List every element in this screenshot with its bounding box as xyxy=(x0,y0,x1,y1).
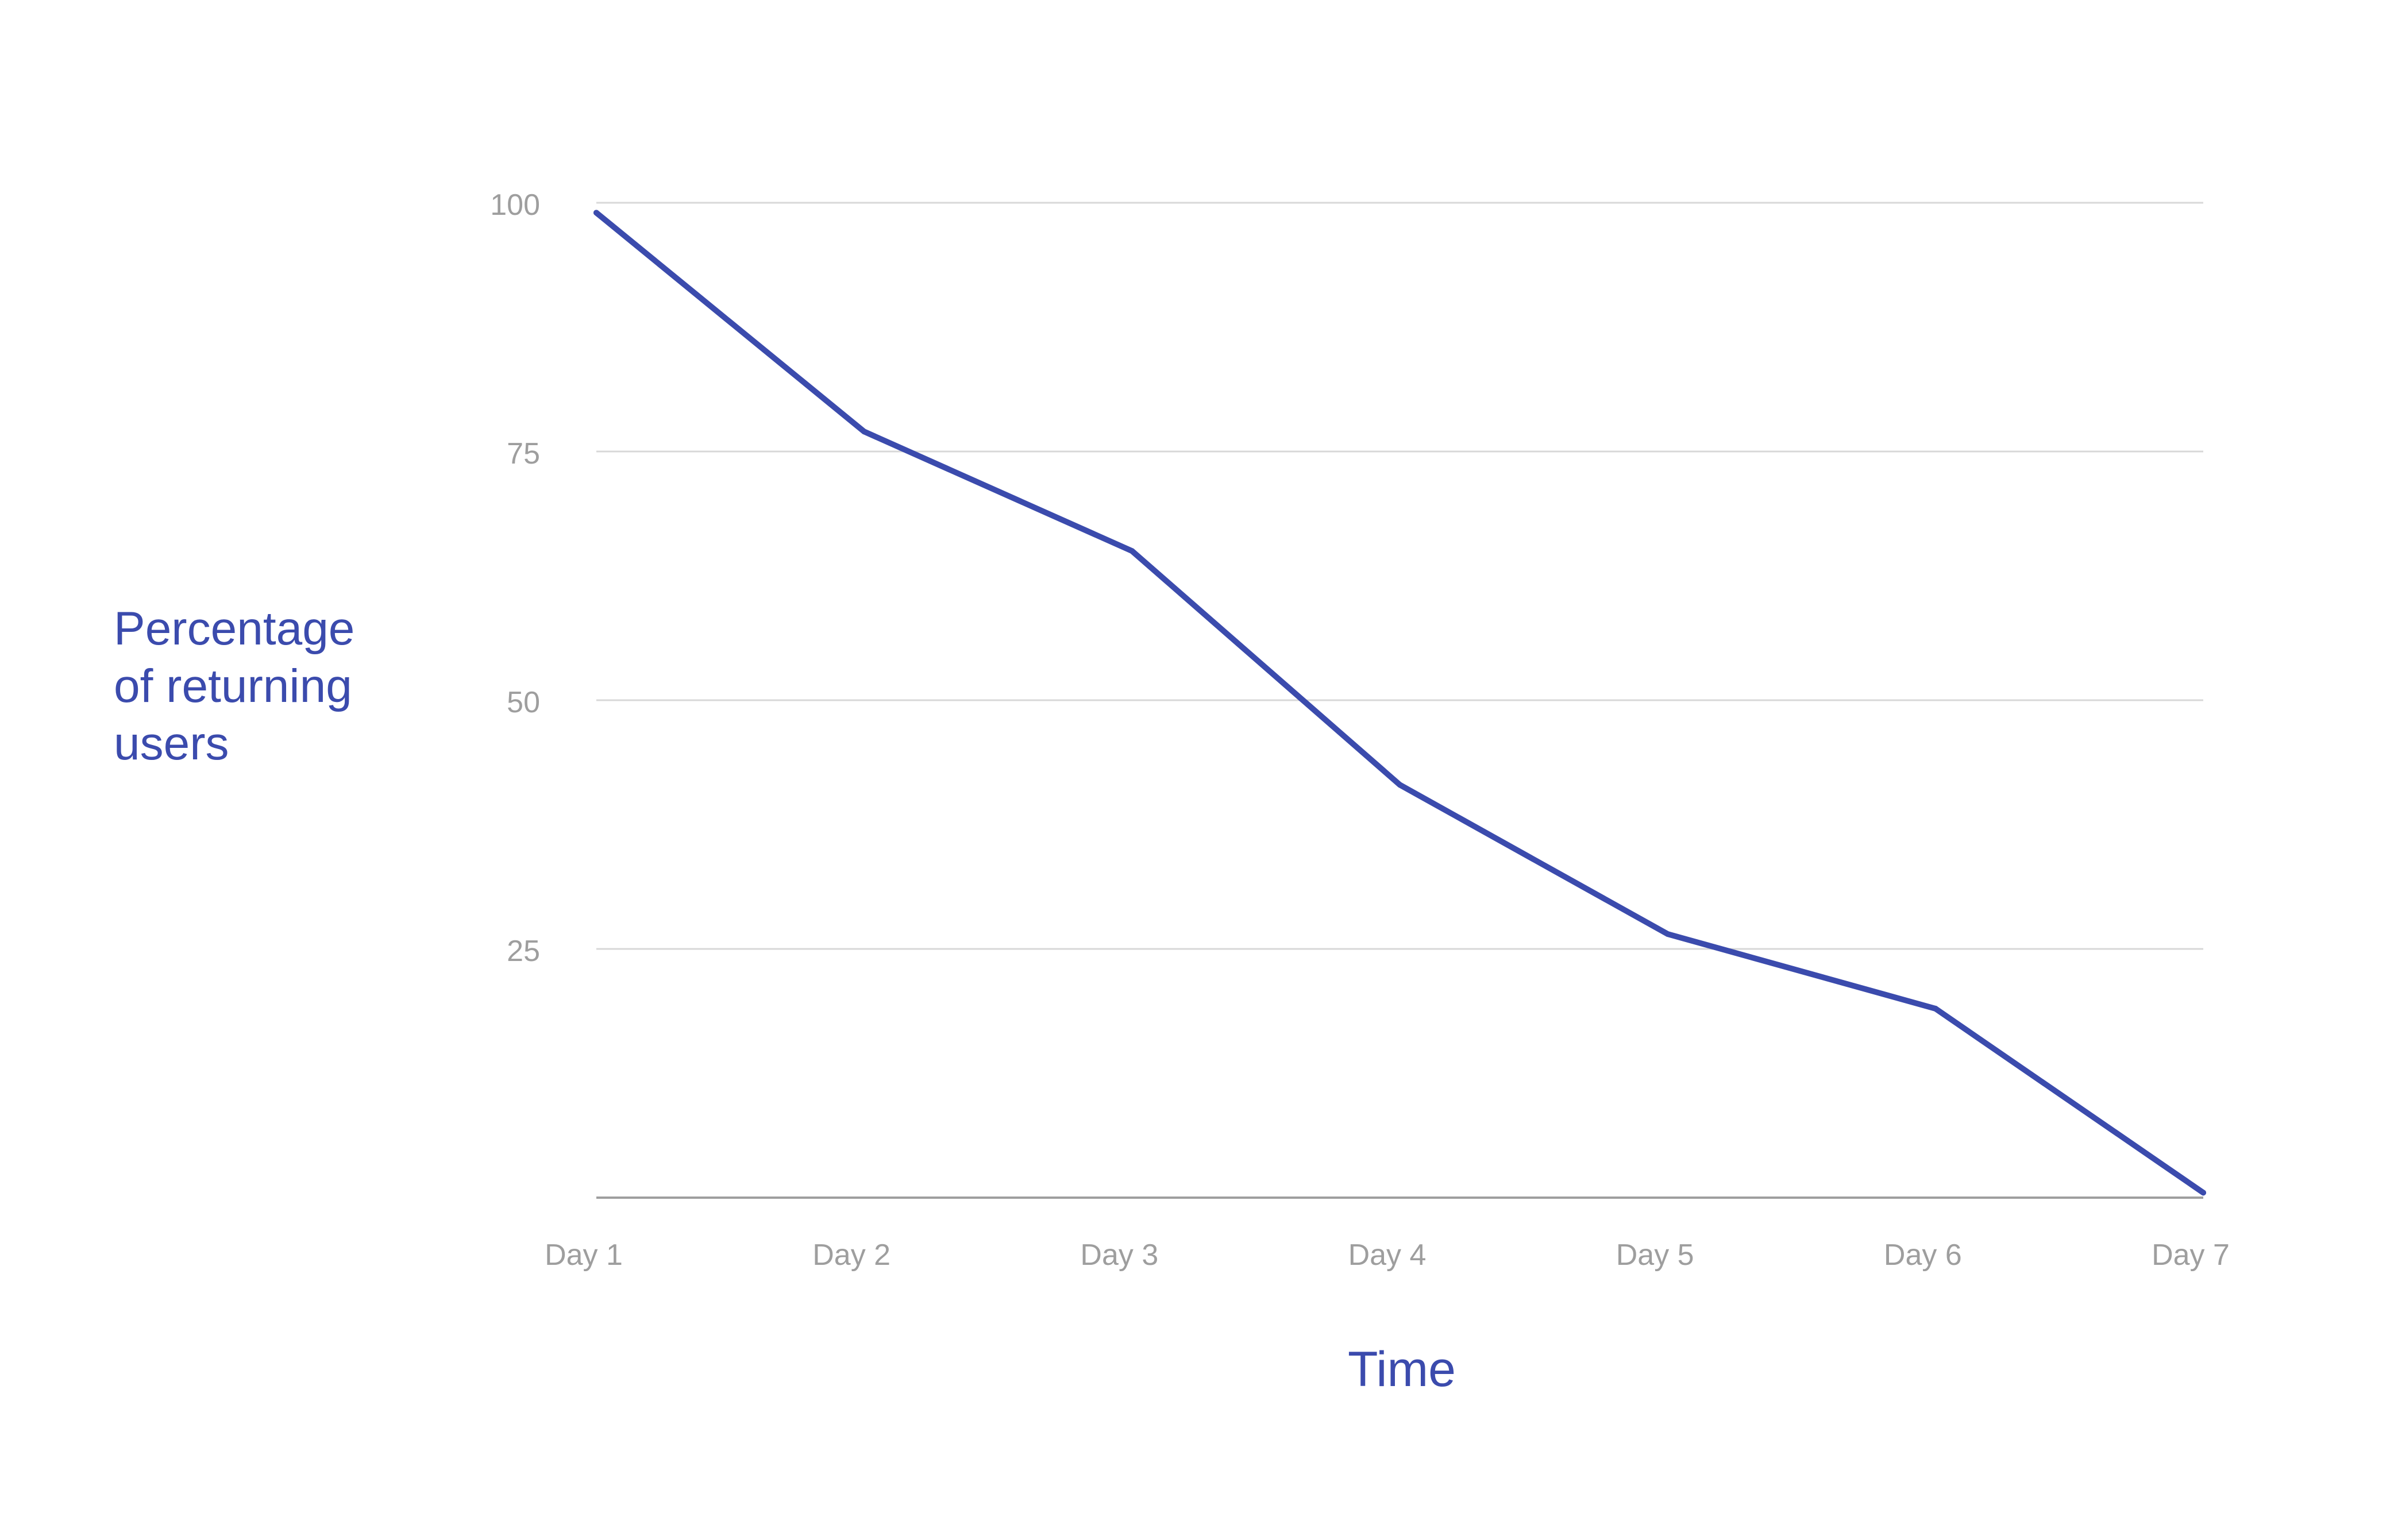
x-axis-label: Time xyxy=(1348,1342,1456,1397)
x-tick-label: Day 6 xyxy=(1884,1238,1962,1272)
data-point xyxy=(2200,1190,2206,1196)
x-tick-label: Day 1 xyxy=(545,1238,623,1272)
series-line xyxy=(593,210,2206,1196)
y-axis-label-line-3: users xyxy=(114,717,229,770)
x-tick-labels: Day 1 Day 2 Day 3 Day 4 Day 5 Day 6 Day 7 xyxy=(545,1238,2230,1272)
y-tick-label: 100 xyxy=(490,188,540,222)
y-tick-label: 25 xyxy=(507,935,540,968)
x-tick-label: Day 3 xyxy=(1080,1238,1158,1272)
y-tick-label: 50 xyxy=(507,686,540,719)
x-tick-label: Day 2 xyxy=(812,1238,890,1272)
x-tick-label: Day 7 xyxy=(2152,1238,2230,1272)
data-point xyxy=(1664,931,1671,937)
x-tick-label: Day 5 xyxy=(1616,1238,1694,1272)
y-tick-label: 75 xyxy=(507,437,540,470)
y-tick-labels: 25 50 75 100 xyxy=(490,188,540,968)
gridlines xyxy=(596,202,2203,950)
data-point xyxy=(1129,548,1135,554)
data-point xyxy=(1932,1005,1938,1012)
y-axis-label: Percentage of returning users xyxy=(114,600,413,773)
x-tick-label: Day 4 xyxy=(1348,1238,1427,1272)
series-layer xyxy=(593,210,2206,1196)
data-point xyxy=(593,210,599,216)
data-point xyxy=(861,429,868,435)
y-axis-label-line-2: of returning xyxy=(114,660,352,712)
data-point xyxy=(1397,782,1403,788)
y-axis-label-line-1: Percentage xyxy=(114,603,355,655)
